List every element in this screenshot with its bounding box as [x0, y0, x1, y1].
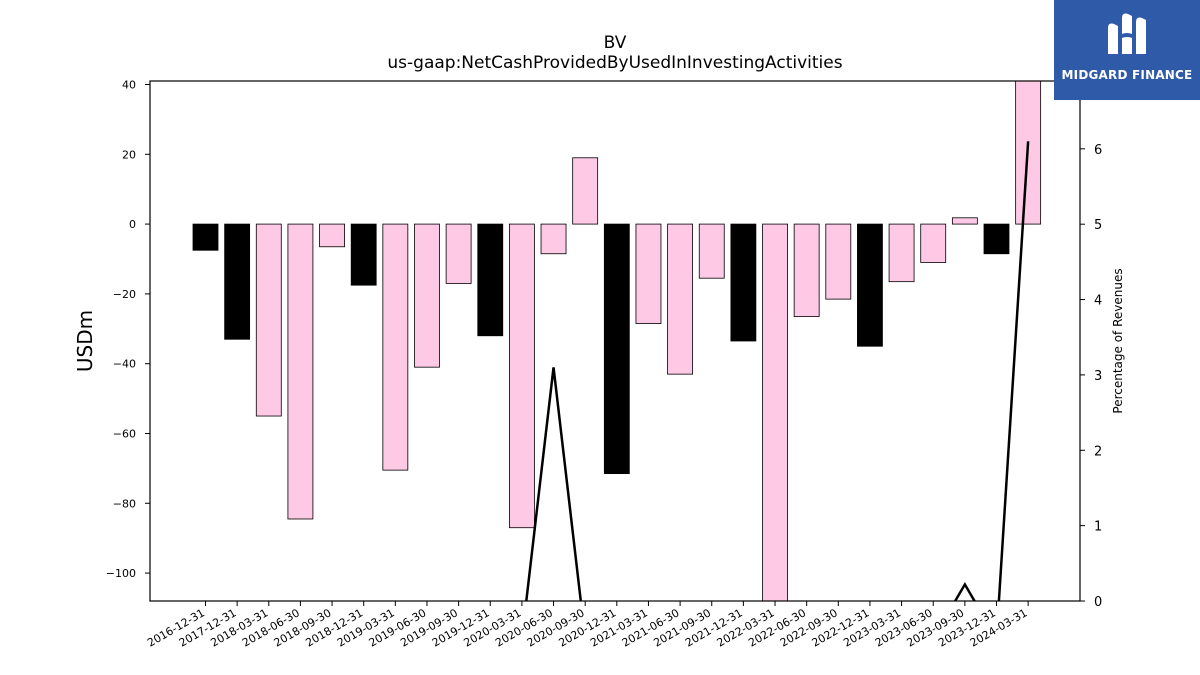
y2-axis-label: Percentage of Revenues: [1111, 268, 1125, 413]
y2-tick-label-4: 4: [1094, 294, 1102, 309]
bar-2022-06-30: [793, 223, 820, 317]
bar-2016-12-31: [192, 223, 219, 251]
bar-2022-09-30: [825, 223, 852, 300]
bar-2017-12-31: [224, 223, 251, 340]
bar-2020-09-30: [572, 157, 599, 225]
bar-2019-09-30: [445, 223, 472, 284]
chart-title: BV: [604, 33, 627, 53]
y2-tick-label-1: 1: [1094, 520, 1102, 535]
bar-2023-03-31: [888, 223, 915, 283]
y2-tick-label-0: 0: [1094, 595, 1102, 610]
y-axis-label: USDm: [73, 310, 97, 372]
bar-2020-12-31: [603, 223, 630, 475]
midgard-logo-icon: [1108, 13, 1146, 54]
bar-2023-06-30: [920, 223, 947, 263]
bar-2023-09-30: [951, 217, 978, 225]
plot-frame: [149, 80, 1081, 602]
bar-2018-06-30: [287, 223, 314, 520]
bar-2021-09-30: [698, 223, 725, 279]
y-tick-label--20: −20: [113, 288, 136, 301]
bar-2020-06-30: [540, 223, 567, 255]
bar-2020-03-31: [508, 223, 535, 529]
bar-2022-12-31: [857, 223, 883, 347]
logo-text: MIDGARD FINANCE: [1061, 68, 1193, 82]
bar-2018-09-30: [319, 223, 345, 248]
y-tick-label--60: −60: [113, 427, 136, 440]
chart-subtitle: us-gaap:NetCashProvidedByUsedInInvesting…: [387, 53, 842, 73]
bar-2018-12-31: [350, 223, 377, 286]
y-tick-label-40: 40: [122, 78, 136, 91]
y-tick-label-20: 20: [122, 148, 136, 161]
bar-2022-03-31: [762, 223, 788, 601]
brand-logo: MIDGARD FINANCE: [1054, 0, 1200, 100]
bar-2021-03-31: [635, 223, 662, 324]
bar-2021-06-30: [667, 223, 693, 375]
y-tick-label--40: −40: [113, 358, 136, 371]
y-tick-label--80: −80: [113, 497, 136, 510]
bar-2023-12-31: [983, 223, 1010, 255]
y2-tick-label-2: 2: [1094, 444, 1102, 459]
bar-2019-06-30: [414, 223, 440, 368]
bar-2018-03-31: [255, 223, 282, 417]
y2-tick-label-5: 5: [1094, 218, 1102, 233]
y2-tick-label-3: 3: [1094, 369, 1102, 384]
y-tick-label--100: −100: [106, 567, 136, 580]
revenue-percentage-line: [525, 141, 1030, 601]
y-tick-label-0: 0: [129, 218, 136, 231]
bar-2019-03-31: [382, 223, 409, 471]
bar-2021-12-31: [730, 223, 757, 342]
y2-tick-label-6: 6: [1094, 143, 1102, 158]
bar-2019-12-31: [477, 223, 504, 337]
